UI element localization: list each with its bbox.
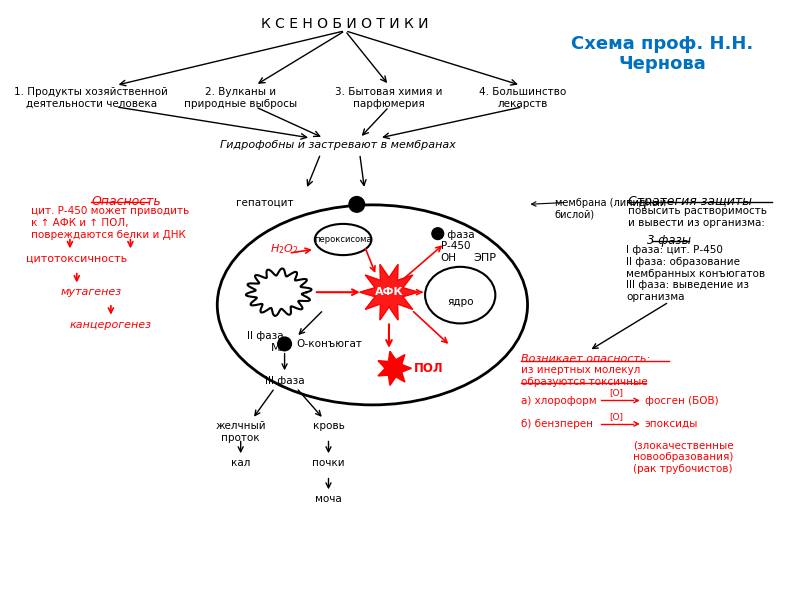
Text: ПОЛ: ПОЛ [414,362,443,375]
Text: III фаза: III фаза [265,376,304,386]
Text: а) хлороформ: а) хлороформ [521,395,596,406]
Text: 2. Вулканы и
природные выбросы: 2. Вулканы и природные выбросы [184,87,298,109]
Text: повысить растворимость
и вывести из организма:: повысить растворимость и вывести из орга… [628,206,767,228]
Circle shape [349,197,365,212]
Text: гепатоцит: гепатоцит [236,197,294,208]
Text: 4. Большинство
лекарств: 4. Большинство лекарств [479,87,566,109]
Text: ядро: ядро [447,297,474,307]
Text: фосген (БОВ): фосген (БОВ) [645,395,718,406]
Text: Гидрофобны и застревают в мембранах: Гидрофобны и застревают в мембранах [220,140,456,150]
Text: канцерогенез: канцерогенез [70,320,152,329]
Text: 3 фазы: 3 фазы [647,233,691,247]
Text: Стратегия защиты: Стратегия защиты [628,194,752,208]
Text: I фаза
P-450
ОН: I фаза P-450 ОН [441,230,474,263]
Text: [O]: [O] [610,389,623,398]
Polygon shape [378,351,411,385]
Text: эпоксиды: эпоксиды [645,419,698,429]
Text: моча: моча [315,494,342,504]
Text: II фаза: II фаза [246,331,283,341]
Polygon shape [246,269,311,316]
Circle shape [278,337,291,351]
Text: 3. Бытовая химия и
парфюмерия: 3. Бытовая химия и парфюмерия [335,87,442,109]
Text: 1. Продукты хозяйственной
деятельности человека: 1. Продукты хозяйственной деятельности ч… [14,87,168,109]
Text: пероксисома: пероксисома [314,235,372,244]
Text: мутагенез: мутагенез [61,287,122,298]
Text: из инертных молекул
образуются токсичные: из инертных молекул образуются токсичные [521,365,647,387]
Text: мембрана (липидный
бислой): мембрана (липидный бислой) [555,197,666,219]
Text: Опасность: Опасность [91,194,161,208]
Text: Мх: Мх [270,343,287,353]
Text: (злокачественные
новообразования)
(рак трубочистов): (злокачественные новообразования) (рак т… [633,440,734,474]
Text: Возникает опасность:: Возникает опасность: [521,353,650,364]
Text: кровь: кровь [313,421,345,431]
Text: АФК: АФК [374,287,403,297]
Text: желчный
проток: желчный проток [215,421,266,443]
Text: цитотоксичность: цитотоксичность [26,253,127,263]
Ellipse shape [315,224,371,255]
Text: цит. Р-450 может приводить
к ↑ АФК и ↑ ПОЛ,
повреждаются белки и ДНК: цит. Р-450 может приводить к ↑ АФК и ↑ П… [31,206,189,239]
Text: ЭПР: ЭПР [473,253,496,263]
Text: I фаза: цит. Р-450
II фаза: образование
мембранных конъюгатов
III фаза: выведени: I фаза: цит. Р-450 II фаза: образование … [626,245,766,302]
Text: Схема проф. Н.Н.
Чернова: Схема проф. Н.Н. Чернова [571,35,754,73]
Text: $H_2O_2$: $H_2O_2$ [270,242,299,256]
Text: почки: почки [312,458,345,468]
Text: кал: кал [231,458,250,468]
Polygon shape [360,265,418,320]
Text: К С Е Н О Б И О Т И К И: К С Е Н О Б И О Т И К И [262,17,429,31]
Text: [O]: [O] [610,412,623,421]
Circle shape [432,228,444,239]
Text: б) бензперен: б) бензперен [521,419,593,429]
Text: O-конъюгат: O-конъюгат [296,339,362,349]
